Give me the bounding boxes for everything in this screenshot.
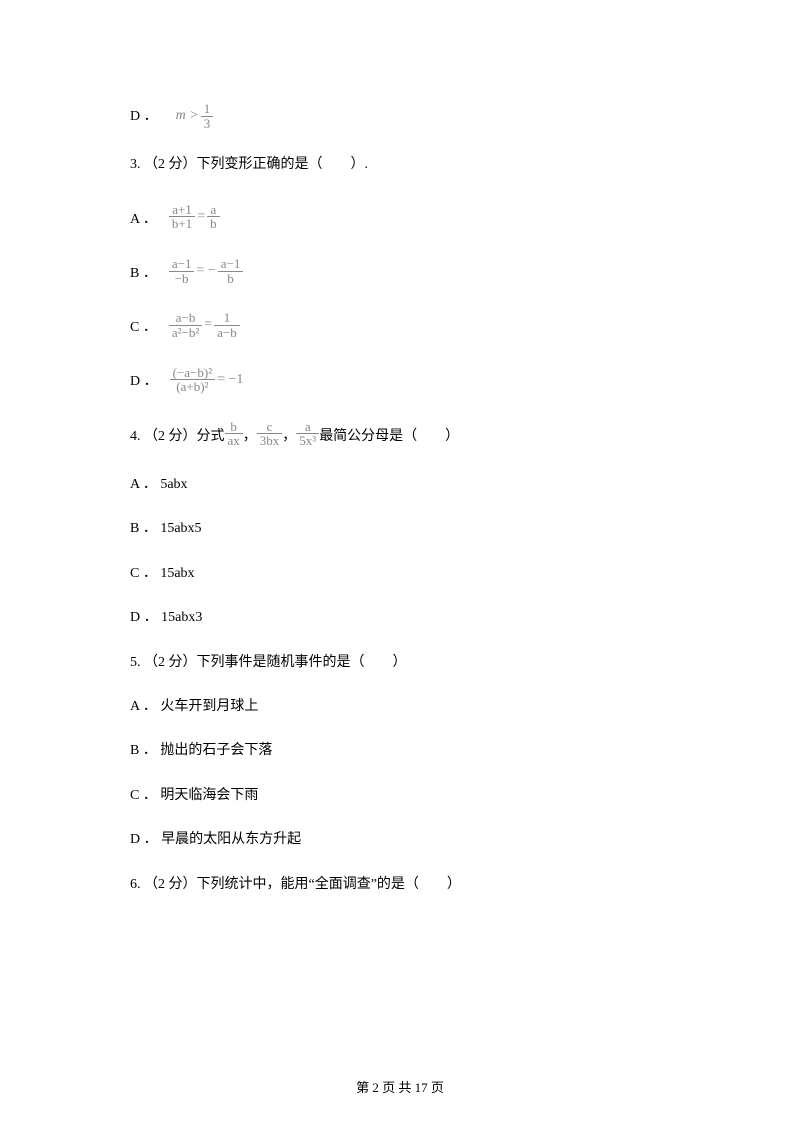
denominator: a²−b² [169,326,202,340]
option-text: B ． 抛出的石子会下落 [130,740,272,762]
option-text: A ． 火车开到月球上 [130,696,258,718]
question-text-right: 最简公分母是（ ） [319,426,459,448]
numerator: (−a−b)² [170,366,216,381]
math-fraction-eq: a−ba²−b² = 1a−b [169,311,240,339]
q3-stem: 3. （2 分）下列变形正确的是（ ）. [130,154,670,176]
denominator: a−b [214,326,240,340]
question-text-left: 4. （2 分）分式 [130,426,225,448]
denominator: 3bx [257,434,283,448]
numerator: c [257,420,283,435]
q3-option-d: D ． (−a−b)²(a+b)² = −1 [130,366,670,394]
question-text: 3. （2 分）下列变形正确的是（ ）. [130,154,368,176]
math-fraction: bax [225,420,243,448]
q4-option-a: A ． 5abx [130,474,670,496]
option-label: D ． [130,106,158,128]
q3-option-c: C ． a−ba²−b² = 1a−b [130,311,670,339]
option-text: C ． 明天临海会下雨 [130,785,258,807]
numerator: a−b [169,311,202,326]
q4-stem: 4. （2 分）分式 bax ， c3bx ， a5x³ 最简公分母是（ ） [130,420,670,448]
option-label: B ． [130,263,157,285]
q3-option-b: B ． a−1−b = − a−1b [130,257,670,285]
math-fraction-eq: a−1−b = − a−1b [169,257,244,285]
math-fraction: a5x³ [296,420,319,448]
q3-option-a: A ． a+1b+1 = ab [130,203,670,231]
q5-option-b: B ． 抛出的石子会下落 [130,740,670,762]
q6-stem: 6. （2 分）下列统计中，能用“全面调查”的是（ ） [130,874,670,896]
option-text: D ． 15abx3 [130,607,202,629]
math-fraction-eq: (−a−b)²(a+b)² = −1 [170,366,244,394]
option-label: C ． [130,317,157,339]
numerator: b [225,420,243,435]
math-fraction-eq: a+1b+1 = ab [169,203,220,231]
denominator: 3 [201,117,214,131]
q5-stem: 5. （2 分）下列事件是随机事件的是（ ） [130,652,670,674]
option-text: D ． 早晨的太阳从东方升起 [130,829,301,851]
numerator: a−1 [169,257,195,272]
q5-option-a: A ． 火车开到月球上 [130,696,670,718]
denominator: b [218,272,244,286]
option-label: A ． [130,209,157,231]
equals: = − [196,264,215,278]
separator: ， [282,426,296,448]
q2-option-d: D ． m > 1 3 [130,100,670,128]
option-text: C ． 15abx [130,563,195,585]
question-text: 6. （2 分）下列统计中，能用“全面调查”的是（ ） [130,874,461,896]
equals: = [197,210,205,224]
option-label: D ． [130,371,158,393]
denominator: b+1 [169,217,195,231]
denominator: 5x³ [296,434,319,448]
numerator: a−1 [218,257,244,272]
option-text: B ． 15abx5 [130,518,202,540]
q4-option-d: D ． 15abx3 [130,607,670,629]
option-text: A ． 5abx [130,474,188,496]
denominator: −b [169,272,195,286]
denominator: b [207,217,220,231]
numerator: 1 [201,102,214,117]
numerator: 1 [214,311,240,326]
numerator: a+1 [169,203,195,218]
q4-option-b: B ． 15abx5 [130,518,670,540]
math-inequality: m > 1 3 [176,102,214,130]
page-footer: 第 2 页 共 17 页 [0,1077,800,1096]
q4-option-c: C ． 15abx [130,563,670,585]
denominator: ax [225,434,243,448]
page-content: D ． m > 1 3 3. （2 分）下列变形正确的是（ ）. A ． a+1… [0,0,800,936]
math-fraction: c3bx [257,420,283,448]
question-text: 5. （2 分）下列事件是随机事件的是（ ） [130,652,407,674]
equals: = −1 [217,373,243,387]
q5-option-d: D ． 早晨的太阳从东方升起 [130,829,670,851]
q5-option-c: C ． 明天临海会下雨 [130,785,670,807]
numerator: a [207,203,220,218]
separator: ， [243,426,257,448]
equals: = [204,318,212,332]
denominator: (a+b)² [170,380,216,394]
numerator: a [296,420,319,435]
math-text: m > [176,109,199,123]
